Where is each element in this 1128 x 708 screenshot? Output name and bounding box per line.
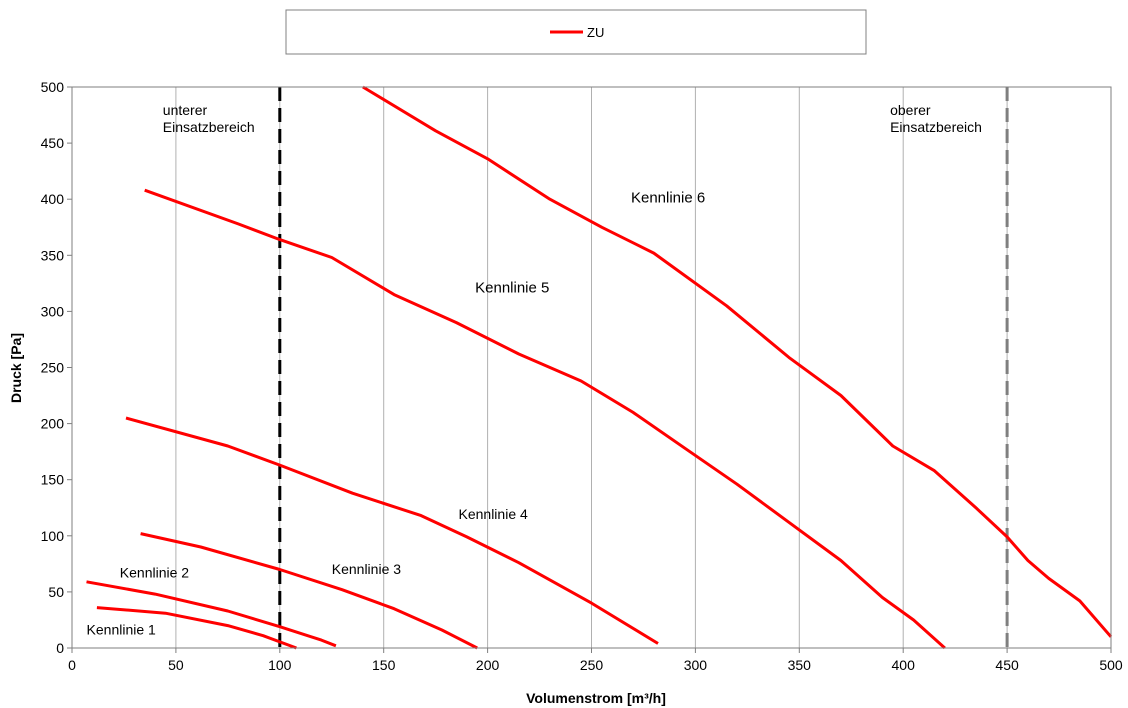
x-tick-label: 50 bbox=[168, 657, 184, 673]
x-tick-label: 200 bbox=[476, 657, 500, 673]
y-tick-label: 450 bbox=[41, 135, 65, 151]
curve-label-kennlinie-4: Kennlinie 4 bbox=[459, 506, 528, 522]
x-tick-label: 100 bbox=[268, 657, 292, 673]
x-tick-label: 150 bbox=[372, 657, 396, 673]
x-tick-label: 0 bbox=[68, 657, 76, 673]
upper-limit-label-line1: oberer bbox=[890, 102, 931, 118]
curve-label-kennlinie-5: Kennlinie 5 bbox=[475, 279, 549, 296]
series-line-kennlinie-6 bbox=[362, 85, 1113, 638]
axes: 0 50 100 150 200 250 300 350 400 450 500 0 50 100 150 2… bbox=[41, 79, 1123, 673]
y-tick-label: 350 bbox=[41, 247, 65, 263]
x-tick-label: 450 bbox=[995, 657, 1019, 673]
y-axis-title: Druck [Pa] bbox=[8, 333, 24, 403]
series-line-kennlinie-2 bbox=[86, 580, 337, 648]
reference-lines bbox=[278, 87, 1009, 648]
y-tick-label: 50 bbox=[48, 584, 64, 600]
annotations: untererEinsatzbereichobererEinsatzbereic… bbox=[87, 102, 982, 638]
curve-label-kennlinie-3: Kennlinie 3 bbox=[332, 561, 401, 577]
x-tick-label: 250 bbox=[580, 657, 604, 673]
series-line-kennlinie-1 bbox=[96, 606, 297, 650]
y-tick-label: 250 bbox=[41, 360, 65, 376]
upper-limit-label-line2: Einsatzbereich bbox=[890, 119, 982, 135]
x-tick-label: 300 bbox=[684, 657, 708, 673]
series-line-kennlinie-3 bbox=[140, 532, 478, 650]
x-tick-label: 500 bbox=[1099, 657, 1123, 673]
lower-limit-label-line2: Einsatzbereich bbox=[163, 119, 255, 135]
lower-limit-label-line1: unterer bbox=[163, 102, 208, 118]
curve-label-kennlinie-1: Kennlinie 1 bbox=[87, 622, 156, 638]
x-tick-label: 400 bbox=[892, 657, 916, 673]
x-tick-label: 350 bbox=[788, 657, 812, 673]
series-line-kennlinie-5 bbox=[144, 188, 946, 650]
y-tick-label: 500 bbox=[41, 79, 65, 95]
grid bbox=[175, 87, 1008, 648]
legend-label: ZU bbox=[587, 25, 604, 40]
y-tick-label: 400 bbox=[41, 191, 65, 207]
curve-label-kennlinie-6: Kennlinie 6 bbox=[631, 190, 705, 207]
y-tick-label: 100 bbox=[41, 528, 65, 544]
x-axis-title: Volumenstrom [m³/h] bbox=[526, 690, 666, 706]
y-tick-label: 150 bbox=[41, 472, 65, 488]
series-group bbox=[86, 85, 1113, 650]
curve-label-kennlinie-2: Kennlinie 2 bbox=[120, 564, 189, 580]
y-tick-label: 300 bbox=[41, 303, 65, 319]
series-line-kennlinie-4 bbox=[125, 416, 659, 645]
y-tick-label: 0 bbox=[56, 640, 64, 656]
y-tick-label: 200 bbox=[41, 416, 65, 432]
